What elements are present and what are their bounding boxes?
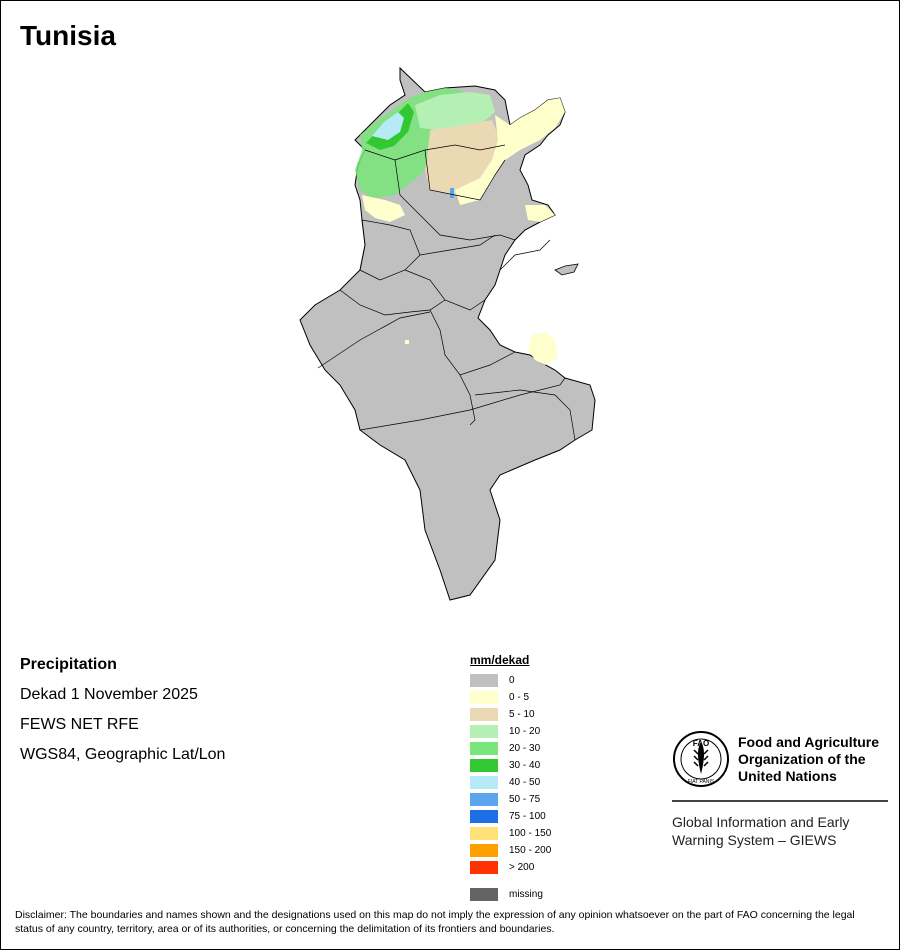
fao-logo-icon: FAO FIAT PANIS	[673, 731, 729, 787]
admin-boundaries	[317, 144, 576, 441]
legend-swatch	[470, 810, 498, 823]
legend-item-missing: missing	[470, 886, 551, 903]
legend-label: 40 - 50	[509, 777, 541, 788]
variable-label: Precipitation	[20, 656, 117, 673]
projection-label: WGS84, Geographic Lat/Lon	[20, 746, 226, 763]
rain-zone-lightgreen	[415, 92, 495, 130]
legend-swatch	[470, 691, 498, 704]
legend-item: 20 - 30	[470, 740, 551, 757]
source-label: FEWS NET RFE	[20, 716, 139, 733]
giews-line1: Global Information and Early	[672, 814, 850, 830]
fao-name-line3: United Nations	[738, 768, 837, 784]
rain-zone-yellow-ne	[455, 98, 565, 205]
map-info: Precipitation Dekad 1 November 2025 FEWS…	[20, 656, 225, 776]
legend-label-missing: missing	[509, 889, 543, 900]
rain-zone-sahel	[528, 332, 558, 365]
rain-cell-yellow	[405, 340, 409, 344]
legend-label: 0	[509, 675, 515, 686]
legend-label: > 200	[509, 862, 535, 873]
legend-label: 100 - 150	[509, 828, 552, 839]
disclaimer: Disclaimer: The boundaries and names sho…	[15, 909, 855, 935]
fao-divider	[672, 800, 888, 802]
fao-name-line1: Food and Agriculture	[738, 734, 880, 750]
legend-swatch	[470, 793, 498, 806]
legend-label: 30 - 40	[509, 760, 541, 771]
legend-item: 75 - 100	[470, 808, 551, 825]
fao-name-line2: Organization of the	[738, 751, 866, 767]
island-jerba	[554, 263, 579, 276]
map-title: Tunisia	[20, 20, 116, 51]
giews-name: Global Information and Early Warning Sys…	[672, 813, 892, 849]
fao-logo-letters: FAO	[693, 739, 709, 748]
legend-swatch	[470, 827, 498, 840]
rain-zone-yellow-coast	[525, 205, 555, 222]
fao-name: Food and Agriculture Organization of the…	[738, 734, 879, 785]
legend-label: 5 - 10	[509, 709, 535, 720]
legend-item: 0 - 5	[470, 689, 551, 706]
legend-item: 5 - 10	[470, 706, 551, 723]
legend-swatch	[470, 759, 498, 772]
legend-item: 0	[470, 672, 551, 689]
legend-swatch	[470, 674, 498, 687]
legend-swatch	[470, 861, 498, 874]
legend-swatch	[470, 844, 498, 857]
legend: mm/dekad 0 0 - 5 5 - 10 10 - 20 20 - 30 …	[470, 653, 551, 903]
tunisia-map	[299, 66, 596, 601]
legend-label: 50 - 75	[509, 794, 541, 805]
period-label: Dekad 1 November 2025	[20, 686, 198, 703]
legend-swatch	[470, 725, 498, 738]
legend-title: mm/dekad	[470, 653, 530, 667]
fao-logo-motto: FIAT PANIS	[688, 779, 715, 785]
legend-item: 100 - 150	[470, 825, 551, 842]
legend-label: 75 - 100	[509, 811, 546, 822]
legend-label: 150 - 200	[509, 845, 552, 856]
legend-swatch	[470, 708, 498, 721]
rain-zone-blue	[372, 112, 404, 140]
legend-item: 40 - 50	[470, 774, 551, 791]
rain-cell-blue	[450, 188, 454, 198]
legend-swatch-missing	[470, 888, 498, 901]
legend-item: > 200	[470, 859, 551, 876]
legend-label: 20 - 30	[509, 743, 541, 754]
legend-item: 30 - 40	[470, 757, 551, 774]
giews-line2: Warning System – GIEWS	[672, 832, 837, 848]
legend-label: 0 - 5	[509, 692, 530, 703]
legend-item: 50 - 75	[470, 791, 551, 808]
rain-zone-yellow-w	[362, 195, 405, 222]
legend-swatch	[470, 742, 498, 755]
legend-item: 150 - 200	[470, 842, 551, 859]
legend-label: 10 - 20	[509, 726, 541, 737]
legend-item: 10 - 20	[470, 723, 551, 740]
legend-swatch	[470, 776, 498, 789]
